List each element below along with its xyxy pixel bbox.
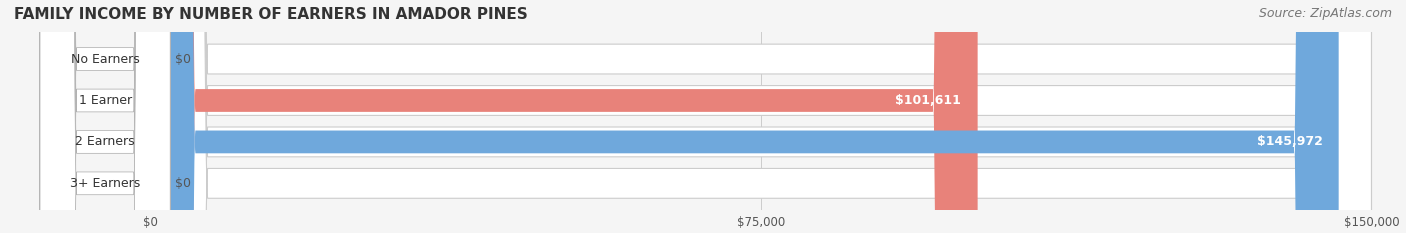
Text: Source: ZipAtlas.com: Source: ZipAtlas.com [1258, 7, 1392, 20]
Text: $0: $0 [176, 53, 191, 65]
Text: No Earners: No Earners [70, 53, 139, 65]
FancyBboxPatch shape [150, 0, 977, 233]
Text: FAMILY INCOME BY NUMBER OF EARNERS IN AMADOR PINES: FAMILY INCOME BY NUMBER OF EARNERS IN AM… [14, 7, 527, 22]
Text: $101,611: $101,611 [896, 94, 962, 107]
FancyBboxPatch shape [150, 0, 1371, 233]
FancyBboxPatch shape [39, 0, 170, 233]
Text: 2 Earners: 2 Earners [76, 135, 135, 148]
FancyBboxPatch shape [39, 0, 170, 233]
FancyBboxPatch shape [150, 0, 1339, 233]
FancyBboxPatch shape [39, 0, 170, 233]
FancyBboxPatch shape [150, 0, 1371, 233]
FancyBboxPatch shape [150, 0, 1371, 233]
Text: $145,972: $145,972 [1257, 135, 1323, 148]
FancyBboxPatch shape [39, 0, 170, 233]
Text: 1 Earner: 1 Earner [79, 94, 132, 107]
FancyBboxPatch shape [150, 0, 1371, 233]
Text: 3+ Earners: 3+ Earners [70, 177, 141, 190]
Text: $0: $0 [176, 177, 191, 190]
